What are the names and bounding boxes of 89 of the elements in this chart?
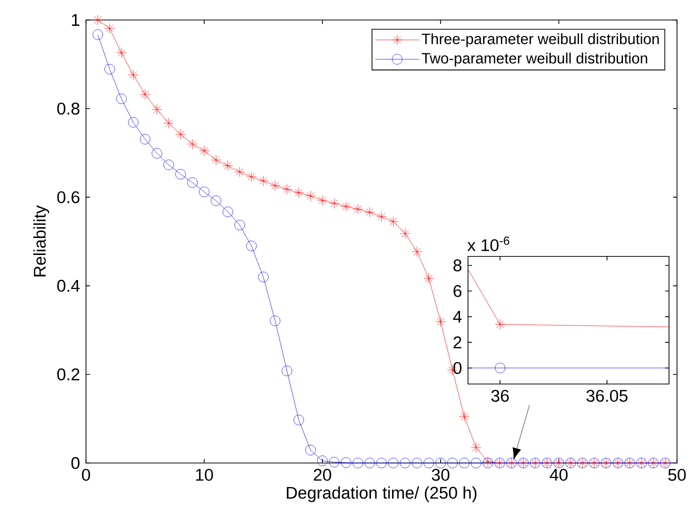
- point: [364, 207, 375, 218]
- point: [412, 246, 422, 257]
- point: [92, 29, 104, 40]
- point: [164, 118, 174, 128]
- point: [140, 89, 150, 100]
- x-axis-title: Degradation time/ (250 h): [286, 486, 476, 502]
- y-tick-label: 6: [454, 285, 462, 298]
- point: [140, 134, 150, 144]
- point: [199, 145, 210, 156]
- point: [329, 456, 340, 468]
- x-tick-label: 0: [82, 468, 90, 481]
- point: [152, 104, 162, 115]
- x-tick-label: 20: [314, 468, 332, 481]
- x-tick-label: 50: [668, 468, 686, 481]
- point: [294, 188, 304, 198]
- point: [258, 176, 268, 186]
- point: [128, 70, 138, 80]
- point: [364, 458, 375, 468]
- point: [175, 129, 186, 140]
- y-tick-label: 8: [453, 259, 462, 272]
- point: [435, 316, 446, 327]
- point: [270, 316, 280, 326]
- point: [317, 456, 328, 466]
- point: [435, 458, 446, 468]
- point: [424, 458, 434, 468]
- point: [234, 166, 245, 178]
- point: [376, 458, 387, 468]
- point: [470, 442, 482, 453]
- y-tick-label: 0.8: [57, 102, 80, 115]
- point: [258, 272, 268, 282]
- point: [352, 204, 364, 214]
- point: [376, 211, 387, 222]
- legend-label: Three-parameter weibull distribution: [422, 33, 659, 48]
- point: [199, 186, 210, 198]
- point: [246, 172, 257, 182]
- x-tick-label: 30: [432, 468, 450, 481]
- point: [187, 177, 198, 188]
- y-tick-label: 0.6: [57, 191, 80, 204]
- point: [282, 184, 292, 194]
- y-tick-label: 0: [453, 362, 462, 374]
- y-axis-title: Reliability: [33, 205, 50, 276]
- point: [459, 411, 470, 422]
- point: [317, 195, 328, 206]
- point: [340, 201, 352, 212]
- point: [447, 458, 458, 468]
- point: [294, 414, 304, 426]
- point: [388, 458, 399, 468]
- point: [104, 23, 115, 34]
- point: [352, 458, 364, 468]
- point: [305, 444, 316, 456]
- point: [400, 228, 410, 239]
- point: [116, 94, 127, 104]
- point: [222, 206, 234, 218]
- legend-label: Two-parameter weibull distribution: [422, 52, 648, 67]
- y-tick-label: 4: [453, 310, 462, 322]
- y-tick-label: 0.4: [57, 280, 80, 292]
- annotation: x 10$^{-6}$: [467, 236, 510, 252]
- point: [329, 198, 340, 209]
- y-tick-label: 2: [454, 336, 462, 348]
- point: [175, 168, 186, 180]
- y-tick-label: 0.2: [57, 368, 80, 380]
- x-tick-label: 36: [491, 390, 509, 402]
- point: [305, 190, 316, 202]
- x-tick-label: 10: [196, 468, 213, 481]
- point: [246, 240, 257, 252]
- y-tick-label: 1: [72, 14, 80, 26]
- point: [234, 220, 245, 230]
- point: [152, 148, 162, 159]
- point: [470, 458, 482, 468]
- point: [424, 273, 434, 284]
- point: [92, 14, 104, 26]
- point: [104, 64, 115, 74]
- point: [187, 138, 198, 150]
- x-tick-label: 40: [550, 468, 568, 481]
- point: [116, 48, 127, 58]
- point: [340, 457, 352, 468]
- point: [459, 458, 470, 468]
- point: [210, 154, 222, 166]
- point: [128, 117, 138, 128]
- y-tick-label: 0: [71, 457, 80, 469]
- point: [164, 160, 174, 170]
- point: [400, 458, 410, 468]
- point: [210, 196, 222, 206]
- point: [412, 458, 422, 468]
- point: [222, 160, 234, 171]
- point: [388, 216, 399, 227]
- x-tick-label: 36.05: [586, 390, 628, 402]
- point: [270, 180, 280, 191]
- point: [282, 366, 292, 376]
